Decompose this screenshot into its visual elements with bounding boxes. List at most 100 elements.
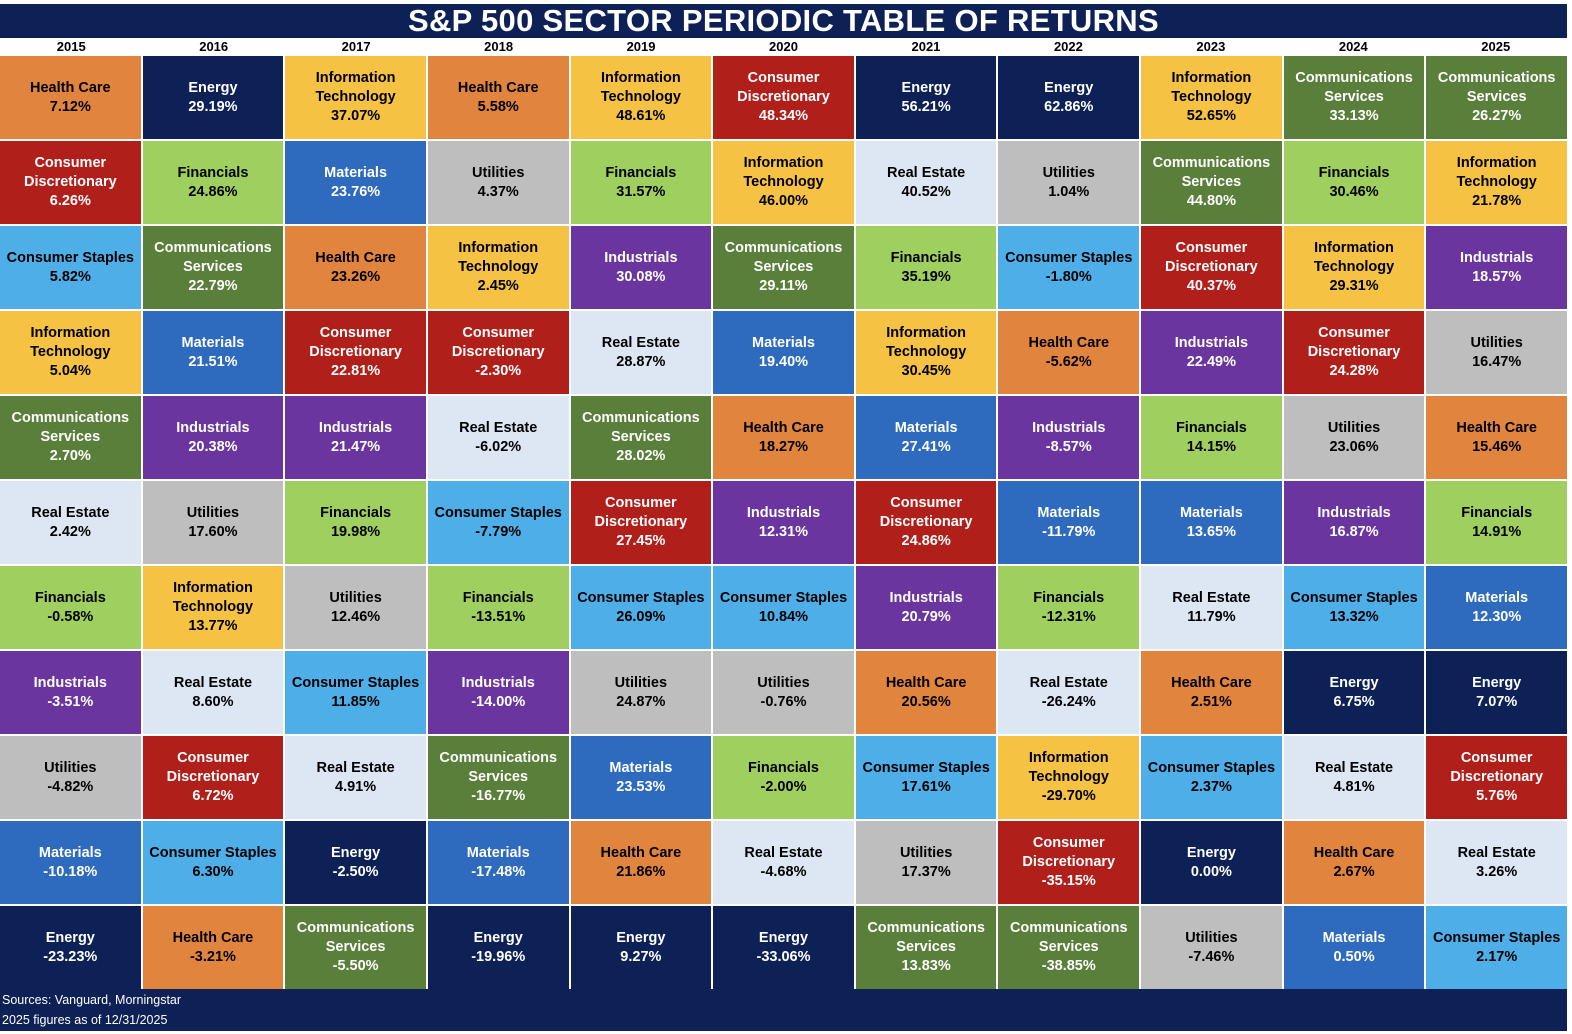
- sector-return: 10.84%: [758, 608, 809, 625]
- sector-name: Financials: [605, 164, 677, 181]
- sector-name: Health Care: [743, 419, 824, 436]
- sector-name: Energy: [188, 79, 238, 96]
- sector-name: Information Technology: [30, 325, 111, 360]
- sector-name: Energy: [1472, 674, 1522, 691]
- year-label-2025: 2025: [1481, 39, 1511, 54]
- sector-return: 5.04%: [49, 363, 91, 379]
- sector-name: Real Estate: [1029, 674, 1108, 691]
- sector-return: -38.85%: [1041, 958, 1096, 974]
- sector-cell: Materials 12.30%: [1426, 566, 1567, 649]
- sector-cell: Consumer Discretionary 24.28%: [1283, 311, 1425, 394]
- sector-cell: Real Estate 40.52%: [855, 141, 997, 224]
- sector-cell: Health Care 15.46%: [1426, 396, 1567, 479]
- sector-name: Consumer Staples: [434, 504, 562, 521]
- sector-return: 24.28%: [1329, 363, 1379, 379]
- sector-name: Health Care: [315, 249, 396, 266]
- sector-return: -19.96%: [471, 948, 526, 965]
- sector-return: 21.78%: [1472, 193, 1522, 209]
- sector-return: -5.62%: [1045, 353, 1092, 370]
- sector-return: 20.56%: [901, 693, 951, 710]
- sector-cell: Financials 14.91%: [1426, 481, 1567, 564]
- sector-return: 11.85%: [331, 693, 380, 710]
- sector-return: -35.15%: [1041, 873, 1096, 889]
- sector-return: 23.53%: [616, 778, 666, 795]
- sector-return: 2.70%: [49, 448, 91, 464]
- sector-cell: Materials -10.18%: [0, 821, 141, 904]
- sector-cell: Health Care 21.86%: [570, 821, 712, 904]
- sector-return: 28.02%: [616, 448, 666, 464]
- sector-cell: Health Care 2.67%: [1283, 821, 1425, 904]
- sector-return: 6.72%: [192, 788, 234, 804]
- sector-name: Real Estate: [887, 164, 966, 181]
- sector-cell: Real Estate 28.87%: [570, 311, 712, 394]
- sector-name: Utilities: [899, 844, 953, 861]
- sector-return: 44.80%: [1186, 193, 1236, 209]
- sector-name: Consumer Discretionary: [1165, 240, 1258, 275]
- sector-return: -1.80%: [1045, 268, 1092, 285]
- sector-cell: Financials 14.15%: [1141, 396, 1282, 479]
- sector-name: Financials: [890, 249, 962, 266]
- sector-cell: Utilities 17.60%: [142, 481, 284, 564]
- sector-return: 20.38%: [188, 438, 238, 455]
- sector-return: -26.24%: [1041, 693, 1096, 710]
- sector-return: 1.04%: [1048, 183, 1090, 200]
- sector-return: -33.06%: [756, 948, 811, 965]
- as-of-note: 2025 figures as of 12/31/2025: [2, 1013, 168, 1027]
- sources-note: Sources: Vanguard, Morningstar: [2, 993, 182, 1007]
- sector-return: 23.06%: [1329, 438, 1379, 455]
- sector-name: Consumer Staples: [577, 589, 705, 606]
- sector-cell: Energy -33.06%: [713, 906, 854, 989]
- sector-name: Consumer Discretionary: [1022, 835, 1116, 870]
- sector-cell: Health Care 18.27%: [713, 396, 854, 479]
- sector-name: Energy: [1044, 79, 1094, 96]
- sector-return: -23.23%: [43, 948, 98, 965]
- sector-return: 18.27%: [758, 438, 809, 455]
- sector-name: Utilities: [44, 759, 97, 776]
- sector-cell: Communications Services 28.02%: [570, 396, 712, 479]
- sector-cell: Financials 30.46%: [1283, 141, 1425, 224]
- sector-cell: Materials 21.51%: [142, 311, 284, 394]
- sector-cell: Materials 27.41%: [855, 396, 997, 479]
- sector-return: 7.07%: [1476, 693, 1518, 710]
- sector-return: 2.17%: [1476, 948, 1518, 965]
- sector-name: Communications Services: [296, 920, 415, 955]
- sector-return: 5.76%: [1476, 788, 1518, 804]
- sector-return: 56.21%: [901, 98, 951, 115]
- sector-cell: Communications Services -5.50%: [285, 906, 426, 989]
- sector-return: -0.58%: [47, 608, 94, 625]
- sector-return: 17.61%: [901, 778, 951, 795]
- sector-cell: Health Care -5.62%: [998, 311, 1140, 394]
- sector-return: 2.37%: [1190, 778, 1232, 795]
- sector-name: Utilities: [757, 674, 810, 691]
- sector-cell: Information Technology 46.00%: [713, 141, 854, 224]
- sector-name: Consumer Discretionary: [166, 750, 260, 785]
- sector-return: 19.40%: [758, 353, 809, 370]
- sector-name: Utilities: [329, 589, 382, 606]
- sector-cell: Information Technology 29.31%: [1283, 226, 1425, 309]
- sector-cell: Materials -11.79%: [998, 481, 1140, 564]
- sector-name: Materials: [324, 164, 388, 181]
- sector-name: Financials: [1175, 419, 1247, 436]
- sector-cell: Information Technology 2.45%: [427, 226, 569, 309]
- sector-name: Industrials: [33, 674, 107, 691]
- footer: Sources: Vanguard, Morningstar 2025 figu…: [0, 989, 1567, 1031]
- year-label-2023: 2023: [1196, 39, 1226, 54]
- sector-return: 0.00%: [1190, 863, 1232, 880]
- sector-cell: Materials 23.76%: [285, 141, 426, 224]
- sector-return: 5.58%: [477, 98, 519, 115]
- sector-name: Information Technology: [315, 70, 396, 105]
- sector-name: Real Estate: [601, 334, 680, 351]
- sector-return: 3.26%: [1476, 863, 1518, 880]
- sector-return: 62.86%: [1044, 98, 1094, 115]
- sector-cell: Utilities 17.37%: [855, 821, 997, 904]
- sector-name: Consumer Staples: [862, 759, 990, 776]
- sector-name: Information Technology: [172, 580, 254, 615]
- sector-cell: Financials -12.31%: [998, 566, 1140, 649]
- sector-name: Health Care: [885, 674, 967, 691]
- sector-cell: Financials 19.98%: [285, 481, 426, 564]
- sector-name: Energy: [901, 79, 951, 96]
- sector-return: 2.42%: [49, 523, 91, 540]
- sector-name: Communications Services: [1009, 920, 1128, 955]
- sector-return: -16.77%: [471, 788, 526, 804]
- sector-cell: Health Care 23.26%: [285, 226, 426, 309]
